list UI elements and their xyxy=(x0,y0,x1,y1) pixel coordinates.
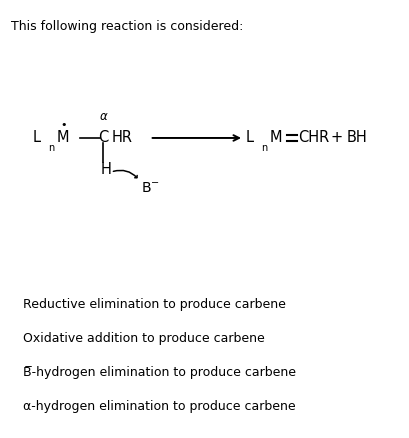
Text: α-hydrogen elimination to produce carbene: α-hydrogen elimination to produce carben… xyxy=(22,400,294,413)
Text: Reductive elimination to produce carbene: Reductive elimination to produce carbene xyxy=(22,298,285,311)
Text: L: L xyxy=(245,131,254,145)
Text: +: + xyxy=(329,131,342,145)
Text: C: C xyxy=(98,131,108,145)
Text: $\alpha$: $\alpha$ xyxy=(99,110,108,124)
Text: M: M xyxy=(269,131,281,145)
Text: L: L xyxy=(33,131,41,145)
Text: B̅-hydrogen elimination to produce carbene: B̅-hydrogen elimination to produce carbe… xyxy=(22,366,295,379)
Text: CHR: CHR xyxy=(297,131,328,145)
Text: This following reaction is considered:: This following reaction is considered: xyxy=(11,20,243,33)
Text: M: M xyxy=(56,131,68,145)
Text: BH: BH xyxy=(346,131,366,145)
Text: n: n xyxy=(261,143,267,152)
Text: H: H xyxy=(100,162,111,177)
Text: •: • xyxy=(61,120,67,130)
Text: HR: HR xyxy=(111,131,132,145)
Text: n: n xyxy=(48,143,54,152)
Text: B$^{-}$: B$^{-}$ xyxy=(141,181,160,195)
Text: Oxidative addition to produce carbene: Oxidative addition to produce carbene xyxy=(22,332,264,345)
